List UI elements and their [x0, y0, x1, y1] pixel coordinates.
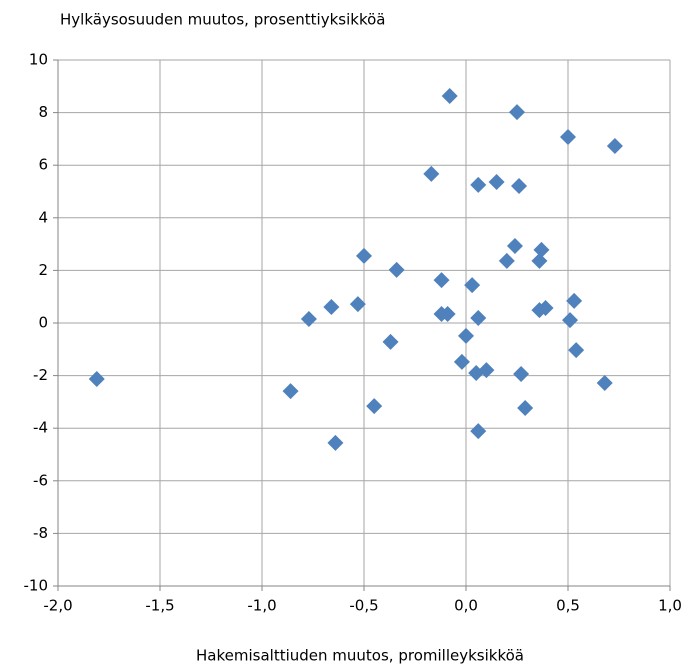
point: [356, 247, 372, 264]
point: [513, 366, 530, 383]
point: [464, 277, 481, 294]
point: [470, 423, 487, 440]
y-tick-label: 8: [38, 103, 48, 121]
y-tick-label: -6: [33, 471, 48, 489]
point: [506, 237, 523, 254]
x-tick-label: -1,0: [247, 597, 276, 615]
point: [470, 310, 487, 327]
x-tick-label: 1,0: [658, 597, 682, 615]
y-axis-title: Hylkäysosuuden muutos, prosenttiyksikköä: [60, 11, 385, 29]
point: [300, 311, 317, 328]
point: [366, 398, 383, 415]
point: [531, 252, 548, 269]
y-tick-label: -10: [24, 577, 49, 595]
x-tick-label: -2,0: [43, 597, 72, 615]
point: [282, 383, 299, 400]
point: [562, 312, 579, 329]
y-tick-label: 6: [38, 156, 48, 174]
x-tick-label: -0,5: [349, 597, 378, 615]
point: [509, 104, 525, 121]
y-tick-label: 2: [38, 261, 48, 279]
point: [423, 165, 440, 182]
y-tick-label: 10: [29, 51, 48, 69]
point: [606, 138, 623, 155]
point: [441, 88, 458, 105]
y-tick-label: -4: [33, 419, 48, 437]
y-tick-label: -2: [33, 366, 48, 384]
point: [470, 176, 487, 193]
point: [382, 333, 399, 350]
y-tick-label: 4: [38, 208, 48, 226]
point: [388, 261, 405, 278]
point: [439, 306, 456, 323]
point: [560, 129, 576, 146]
y-tick-label: 0: [38, 314, 48, 332]
point: [327, 434, 344, 451]
point: [433, 272, 450, 289]
point: [88, 371, 105, 388]
point: [566, 292, 583, 309]
point: [478, 362, 495, 379]
point: [458, 327, 474, 344]
point: [533, 241, 550, 258]
point: [517, 399, 534, 416]
point: [453, 353, 470, 370]
x-tick-label: 0,0: [454, 597, 478, 615]
point: [537, 300, 554, 317]
point: [498, 252, 515, 269]
x-axis-title: Hakemisalttiuden muutos, promilleyksikkö…: [196, 647, 524, 665]
point: [349, 296, 366, 313]
point: [511, 177, 528, 194]
x-tick-label: -1,5: [145, 597, 174, 615]
point: [323, 298, 340, 315]
y-tick-label: -8: [33, 524, 48, 542]
point: [488, 174, 505, 191]
x-tick-label: 0,5: [556, 597, 580, 615]
point: [568, 342, 585, 359]
point: [596, 374, 613, 391]
